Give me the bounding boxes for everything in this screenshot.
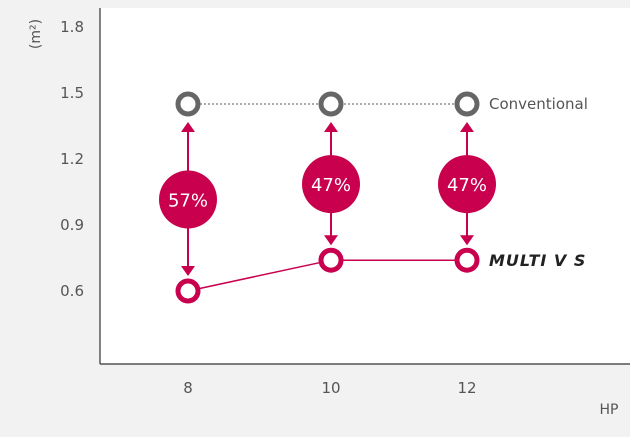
conventional-point bbox=[454, 91, 480, 117]
y-axis-unit: (m²) bbox=[28, 19, 44, 49]
arrow-down-icon bbox=[324, 235, 338, 246]
x-axis-label: HP bbox=[600, 402, 619, 418]
arrow-up-icon bbox=[324, 122, 338, 132]
arrow-up-icon bbox=[460, 122, 474, 132]
reduction-label: 47% bbox=[311, 175, 351, 196]
x-tick-label: 10 bbox=[321, 379, 340, 397]
multi-v-s-point bbox=[175, 278, 201, 304]
arrow-down-icon bbox=[460, 235, 474, 246]
reduction-badge bbox=[159, 170, 217, 229]
y-tick-label: 1.8 bbox=[60, 18, 84, 36]
x-tick-label: 8 bbox=[183, 379, 193, 397]
arrow-up-icon bbox=[181, 122, 195, 132]
conventional-point bbox=[175, 91, 201, 117]
y-tick-label: 0.6 bbox=[60, 282, 84, 300]
multi-v-s-series-label: MULTI V S bbox=[489, 251, 586, 270]
reduction-label: 47% bbox=[447, 175, 487, 196]
reduction-badge bbox=[302, 155, 360, 214]
x-tick-label: 12 bbox=[457, 379, 476, 397]
y-tick-label: 1.2 bbox=[60, 150, 84, 168]
multi-v-s-point bbox=[454, 247, 480, 273]
reduction-label: 57% bbox=[168, 191, 208, 212]
arrow-down-icon bbox=[181, 266, 195, 276]
multi-v-s-point bbox=[318, 247, 344, 273]
y-tick-label: 1.5 bbox=[60, 84, 84, 102]
conventional-series-label: Conventional bbox=[489, 95, 588, 113]
y-tick-label: 0.9 bbox=[60, 216, 84, 234]
conventional-point bbox=[318, 91, 344, 117]
reduction-badge bbox=[438, 155, 496, 214]
